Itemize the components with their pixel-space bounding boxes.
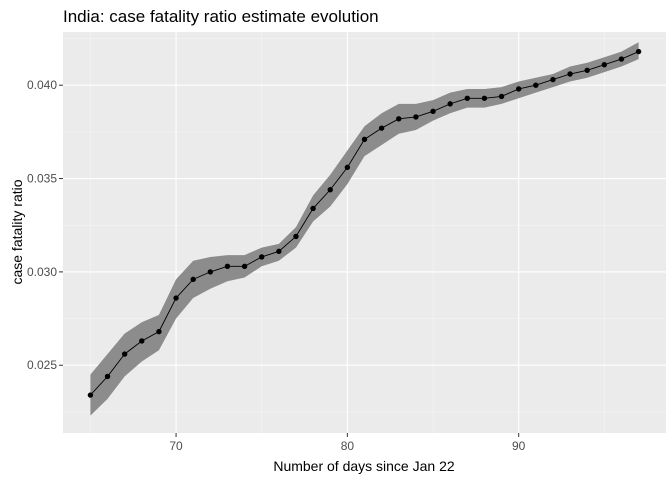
data-point: [567, 71, 573, 77]
data-point: [550, 76, 556, 83]
major-grid: [63, 32, 666, 433]
data-points: [87, 48, 642, 398]
data-point: [464, 95, 470, 101]
data-point: [224, 263, 231, 269]
data-point: [481, 95, 488, 101]
y-tick-label: 0.025: [27, 358, 57, 372]
x-axis: 70 80 90: [169, 433, 526, 453]
data-point: [327, 187, 333, 193]
data-point: [378, 125, 385, 131]
data-point: [361, 136, 368, 143]
chart-title: India: case fatality ratio estimate evol…: [63, 7, 379, 26]
plot-panel: [63, 32, 666, 433]
y-tick-label: 0.030: [27, 265, 57, 279]
y-tick-label: 0.035: [27, 172, 57, 186]
data-point: [241, 263, 248, 269]
data-point: [139, 338, 145, 344]
data-point: [413, 114, 419, 120]
x-tick-label: 80: [341, 439, 355, 453]
data-point: [635, 48, 642, 55]
data-point: [190, 276, 196, 283]
data-point: [430, 108, 436, 115]
data-point: [601, 61, 608, 68]
x-tick-label: 70: [169, 439, 183, 453]
data-point: [104, 373, 111, 380]
data-point: [276, 248, 282, 255]
data-point: [396, 116, 402, 122]
data-point: [584, 67, 590, 73]
data-point: [515, 86, 522, 92]
data-point: [498, 93, 505, 100]
data-point: [207, 269, 214, 275]
y-axis-title: case fatality ratio: [9, 179, 25, 284]
y-tick-label: 0.040: [27, 78, 57, 92]
data-point: [173, 295, 179, 301]
data-point: [87, 392, 94, 398]
data-point: [121, 351, 128, 357]
y-axis: 0.025 0.030 0.035 0.040: [27, 78, 63, 372]
x-axis-title: Number of days since Jan 22: [273, 458, 455, 474]
data-point: [310, 205, 316, 212]
data-point: [293, 233, 299, 240]
x-tick-label: 90: [512, 439, 526, 453]
data-point: [156, 328, 162, 335]
data-point: [618, 56, 625, 62]
data-point: [533, 82, 539, 88]
data-point: [447, 101, 453, 107]
data-point: [259, 254, 265, 260]
data-point: [344, 164, 351, 171]
